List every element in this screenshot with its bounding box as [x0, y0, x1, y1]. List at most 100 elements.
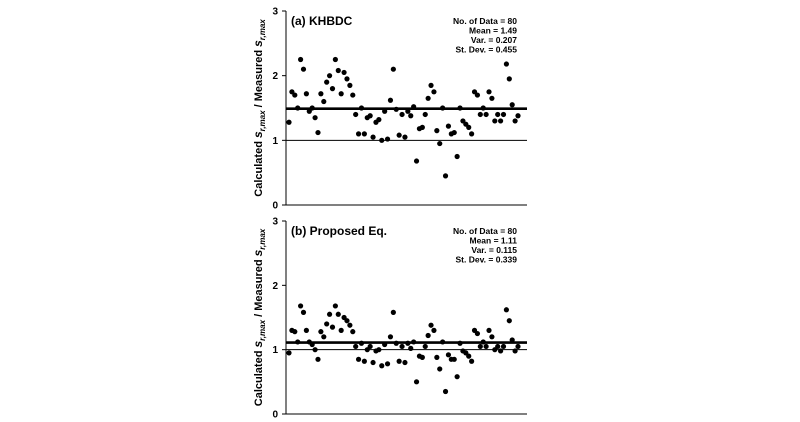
data-point — [431, 89, 437, 95]
data-point — [454, 374, 460, 380]
data-point — [413, 158, 420, 164]
data-point — [495, 111, 501, 118]
data-point — [341, 69, 347, 76]
data-point — [335, 311, 341, 317]
data-point — [300, 309, 307, 315]
data-point — [422, 343, 428, 350]
data-point — [466, 124, 472, 130]
data-point — [338, 91, 344, 97]
data-point — [312, 115, 318, 121]
data-point — [474, 330, 481, 337]
data-point — [451, 129, 457, 136]
data-point — [408, 113, 414, 119]
data-point — [332, 56, 338, 63]
data-point — [477, 343, 483, 350]
data-point — [425, 95, 431, 101]
data-point — [358, 340, 365, 346]
data-point — [486, 89, 492, 95]
data-point — [332, 303, 338, 309]
stat-line: No. of Data = 80 — [453, 16, 517, 26]
data-point — [408, 345, 414, 351]
data-point — [396, 132, 402, 138]
y-tick-label: 2 — [272, 71, 278, 82]
y-tick-label: 3 — [272, 7, 278, 18]
data-point — [312, 347, 318, 353]
data-point — [350, 329, 356, 335]
data-point — [387, 334, 394, 340]
data-point — [486, 327, 492, 333]
data-point — [361, 358, 367, 364]
data-point — [477, 111, 483, 118]
data-point — [509, 102, 515, 108]
data-point — [355, 356, 362, 362]
data-point — [295, 105, 301, 111]
y-tick-label: 1 — [272, 136, 278, 147]
data-point — [399, 343, 405, 350]
data-point — [437, 140, 443, 147]
data-point — [321, 334, 327, 340]
data-point — [503, 307, 510, 313]
data-point — [347, 82, 353, 88]
data-point — [405, 108, 411, 114]
data-point — [367, 343, 373, 350]
data-point — [286, 350, 292, 356]
data-point — [300, 66, 307, 72]
data-point — [324, 321, 330, 327]
data-point — [431, 327, 437, 333]
data-point — [387, 97, 394, 103]
data-point — [451, 356, 457, 362]
data-point — [500, 111, 507, 118]
y-axis-label: Calculated sr,max / Measured sr,max — [251, 19, 267, 197]
data-point — [483, 111, 489, 118]
stat-line: Mean = 1.49 — [469, 26, 517, 36]
data-point — [445, 352, 452, 358]
data-point — [480, 105, 486, 111]
data-point — [350, 92, 356, 98]
data-point — [411, 104, 417, 110]
data-point — [515, 113, 521, 119]
data-point — [297, 303, 304, 309]
y-axis-label: Calculated sr,max / Measured sr,max — [251, 228, 267, 406]
data-point — [292, 329, 298, 335]
data-point — [355, 131, 362, 137]
stat-line: St. Dev. = 0.455 — [455, 45, 517, 55]
data-point — [315, 356, 321, 362]
data-point — [411, 339, 417, 345]
data-point — [402, 359, 408, 366]
data-point — [315, 129, 321, 136]
chart-panel-b: 0 1 2 3 (b) Proposed Eq. No. of Data = 80Mean… — [251, 217, 527, 421]
data-point — [309, 341, 315, 348]
data-point — [495, 343, 501, 350]
panel-title: (a) KHBDC — [291, 14, 353, 28]
data-point — [344, 76, 350, 82]
data-point — [324, 79, 330, 85]
data-point — [318, 329, 324, 335]
data-point — [399, 111, 405, 118]
data-point — [506, 318, 512, 324]
data-point — [419, 124, 425, 130]
data-point — [492, 118, 498, 124]
data-point — [498, 348, 504, 354]
data-point — [428, 82, 434, 88]
data-point — [344, 318, 350, 324]
data-point — [292, 92, 298, 98]
data-point — [384, 361, 391, 367]
data-point — [353, 111, 359, 118]
data-point — [466, 353, 472, 359]
data-point — [358, 105, 365, 111]
data-point — [469, 131, 475, 137]
data-point — [483, 343, 489, 350]
data-point — [303, 327, 309, 333]
data-point — [506, 76, 512, 82]
data-point — [413, 379, 420, 385]
data-point — [428, 322, 434, 328]
data-point — [329, 324, 336, 330]
data-point — [422, 111, 428, 118]
data-point — [382, 341, 388, 348]
data-point — [376, 117, 382, 123]
data-point — [396, 358, 402, 364]
data-point — [469, 358, 475, 364]
data-point — [440, 339, 446, 345]
data-point — [434, 128, 440, 134]
